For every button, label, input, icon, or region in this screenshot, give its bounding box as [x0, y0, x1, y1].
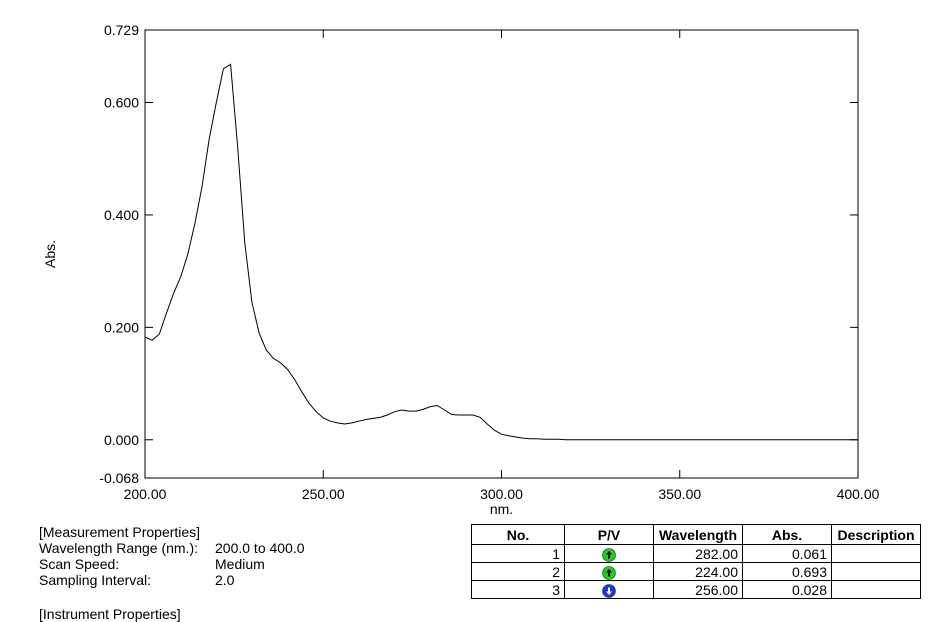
- y-tick-label: 0.200: [104, 319, 139, 335]
- wavelength-range-label: Wavelength Range (nm.):: [39, 540, 198, 556]
- x-tick-label: 200.00: [124, 486, 167, 502]
- valley-arrow-down-icon: [602, 583, 616, 598]
- cell-wavelength: 224.00: [653, 562, 743, 581]
- y-tick-label: 0.729: [104, 22, 139, 38]
- table-row: 1 282.00 0.061: [471, 544, 921, 563]
- cell-description: [831, 544, 921, 563]
- cell-no: 2: [471, 562, 565, 581]
- plot-frame: [144, 29, 859, 479]
- table-row: 3 256.00 0.028: [471, 580, 921, 599]
- cell-description: [831, 562, 921, 581]
- col-abs: Abs.: [742, 524, 832, 545]
- peak-arrow-up-icon: [602, 547, 616, 562]
- x-tick-label: 350.00: [658, 486, 701, 502]
- col-wavelength: Wavelength: [653, 524, 743, 545]
- measurement-heading: [Measurement Properties]: [39, 524, 201, 540]
- sampling-interval-value: 2.0: [215, 572, 235, 588]
- measurement-row: Sampling Interval: 2.0: [39, 572, 305, 588]
- instrument-heading: [Instrument Properties]: [39, 606, 181, 622]
- x-tick-label: 250.00: [302, 486, 345, 502]
- cell-pv: [564, 562, 654, 581]
- col-no: No.: [471, 524, 565, 545]
- cell-pv: [564, 580, 654, 599]
- cell-no: 1: [471, 544, 565, 563]
- y-axis-label: Abs.: [42, 240, 58, 268]
- y-tick-label: 0.000: [104, 432, 139, 448]
- scan-speed-label: Scan Speed:: [39, 556, 120, 572]
- table-row: 2 224.00 0.693: [471, 562, 921, 581]
- scan-speed-value: Medium: [215, 556, 265, 572]
- cell-no: 3: [471, 580, 565, 599]
- sampling-interval-label: Sampling Interval:: [39, 572, 152, 588]
- peak-arrow-up-icon: [602, 565, 616, 580]
- cell-abs: 0.028: [742, 580, 832, 599]
- measurement-row: Wavelength Range (nm.): 200.0 to 400.0: [39, 540, 305, 556]
- col-description: Description: [831, 524, 921, 545]
- cell-description: [831, 580, 921, 599]
- x-axis-label: nm.: [490, 501, 513, 517]
- col-pv: P/V: [564, 524, 654, 545]
- measurement-row: Scan Speed: Medium: [39, 556, 305, 572]
- y-tick-label: 0.400: [104, 207, 139, 223]
- cell-wavelength: 282.00: [653, 544, 743, 563]
- cell-abs: 0.693: [742, 562, 832, 581]
- peak-table: No. P/V Wavelength Abs. Description 1 282…: [471, 524, 921, 599]
- y-tick-label: 0.600: [104, 95, 139, 111]
- spectrum-chart: 200.00 250.00 300.00 350.00 400.00 0.729 0.600…: [42, 22, 880, 517]
- peak-table-header: No. P/V Wavelength Abs. Description: [471, 524, 921, 545]
- wavelength-range-value: 200.0 to 400.0: [215, 540, 305, 556]
- spectrum-line: [144, 63, 858, 441]
- cell-abs: 0.061: [742, 544, 832, 563]
- x-tick-label: 400.00: [837, 486, 880, 502]
- cell-pv: [564, 544, 654, 563]
- x-tick-label: 300.00: [480, 486, 523, 502]
- y-tick-label: -0.068: [99, 470, 139, 486]
- measurement-properties: [Measurement Properties] Wavelength Rang…: [39, 524, 305, 588]
- cell-wavelength: 256.00: [653, 580, 743, 599]
